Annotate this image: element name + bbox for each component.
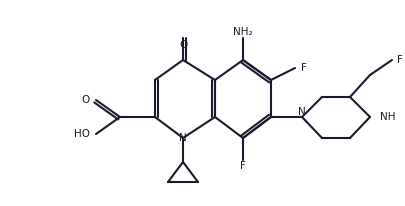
Text: F: F — [397, 55, 403, 65]
Text: NH: NH — [380, 112, 396, 122]
Text: NH₂: NH₂ — [233, 27, 253, 37]
Text: O: O — [82, 95, 90, 105]
Text: F: F — [240, 161, 246, 171]
Text: HO: HO — [74, 129, 90, 139]
Text: F: F — [301, 63, 307, 73]
Text: O: O — [179, 40, 187, 50]
Text: N: N — [298, 107, 306, 117]
Text: N: N — [179, 133, 187, 143]
